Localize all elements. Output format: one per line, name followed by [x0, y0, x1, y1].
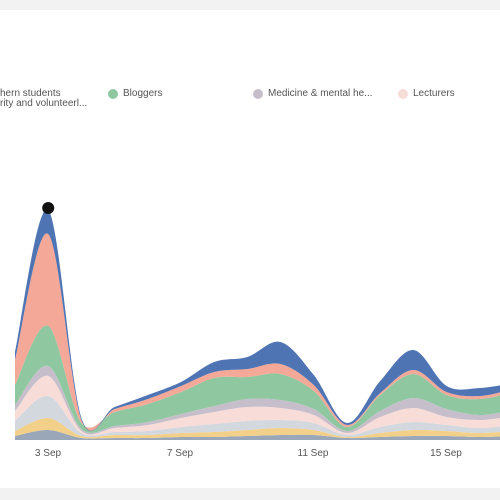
legend-label-lecturers: Lecturers	[413, 88, 455, 99]
legend-item-students[interactable]: hern students	[0, 88, 61, 99]
legend-swatch-lecturers	[398, 88, 408, 99]
area-series-0[interactable]	[15, 429, 500, 440]
area-series-4[interactable]	[15, 365, 500, 435]
area-series-5[interactable]	[15, 325, 500, 433]
legend-label-students: hern students	[0, 88, 61, 99]
peak-markers	[42, 202, 55, 214]
legend-item-bloggers[interactable]: Bloggers	[108, 88, 162, 99]
legend-item-lecturers[interactable]: Lecturers	[398, 88, 455, 99]
area-series-2[interactable]	[15, 395, 500, 438]
legend-item-medicine[interactable]: Medicine & mental he...	[253, 88, 373, 99]
area-series-1[interactable]	[15, 417, 500, 439]
legend-label-charity: rity and volunteerl...	[0, 98, 88, 109]
legend-swatch-bloggers	[108, 88, 118, 99]
legend-item-charity[interactable]: rity and volunteerl...	[0, 98, 87, 109]
legend-label-bloggers: Bloggers	[123, 88, 163, 99]
x-tick-3-sep: 3 Sep	[34, 448, 62, 459]
x-tick-11-sep: 11 Sep	[297, 448, 329, 459]
peak-point-marker[interactable]	[42, 202, 55, 214]
legend-swatch-medicine	[253, 88, 263, 99]
legend-label-medicine: Medicine & mental he...	[268, 88, 373, 99]
area-layers	[15, 209, 500, 440]
x-tick-7-sep: 7 Sep	[166, 448, 194, 459]
x-tick-15-sep: 15 Sep	[430, 448, 462, 459]
area-series-3[interactable]	[15, 375, 500, 436]
